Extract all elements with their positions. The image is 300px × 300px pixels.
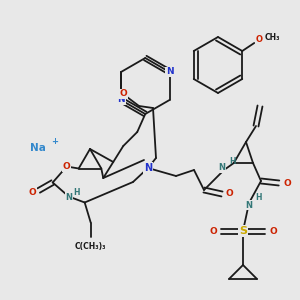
Text: +: + [52,137,58,146]
Text: Na: Na [30,143,46,153]
Text: O: O [29,188,37,197]
Text: C(CH₃)₃: C(CH₃)₃ [75,242,106,251]
Text: O: O [119,89,127,98]
Text: O: O [63,162,70,171]
Text: H: H [229,158,235,166]
Text: N: N [144,163,152,173]
Text: O: O [269,226,277,236]
Text: N: N [166,68,173,76]
Text: O: O [209,226,217,236]
Text: O: O [225,190,233,199]
Text: N: N [117,95,125,104]
Text: O: O [256,34,263,43]
Text: N: N [245,200,253,209]
Text: S: S [239,226,247,236]
Text: N: N [218,164,226,172]
Text: H: H [74,188,80,197]
Text: O: O [283,178,291,188]
Text: H: H [255,194,261,202]
Text: CH₃: CH₃ [265,32,280,41]
Text: N: N [65,193,72,202]
